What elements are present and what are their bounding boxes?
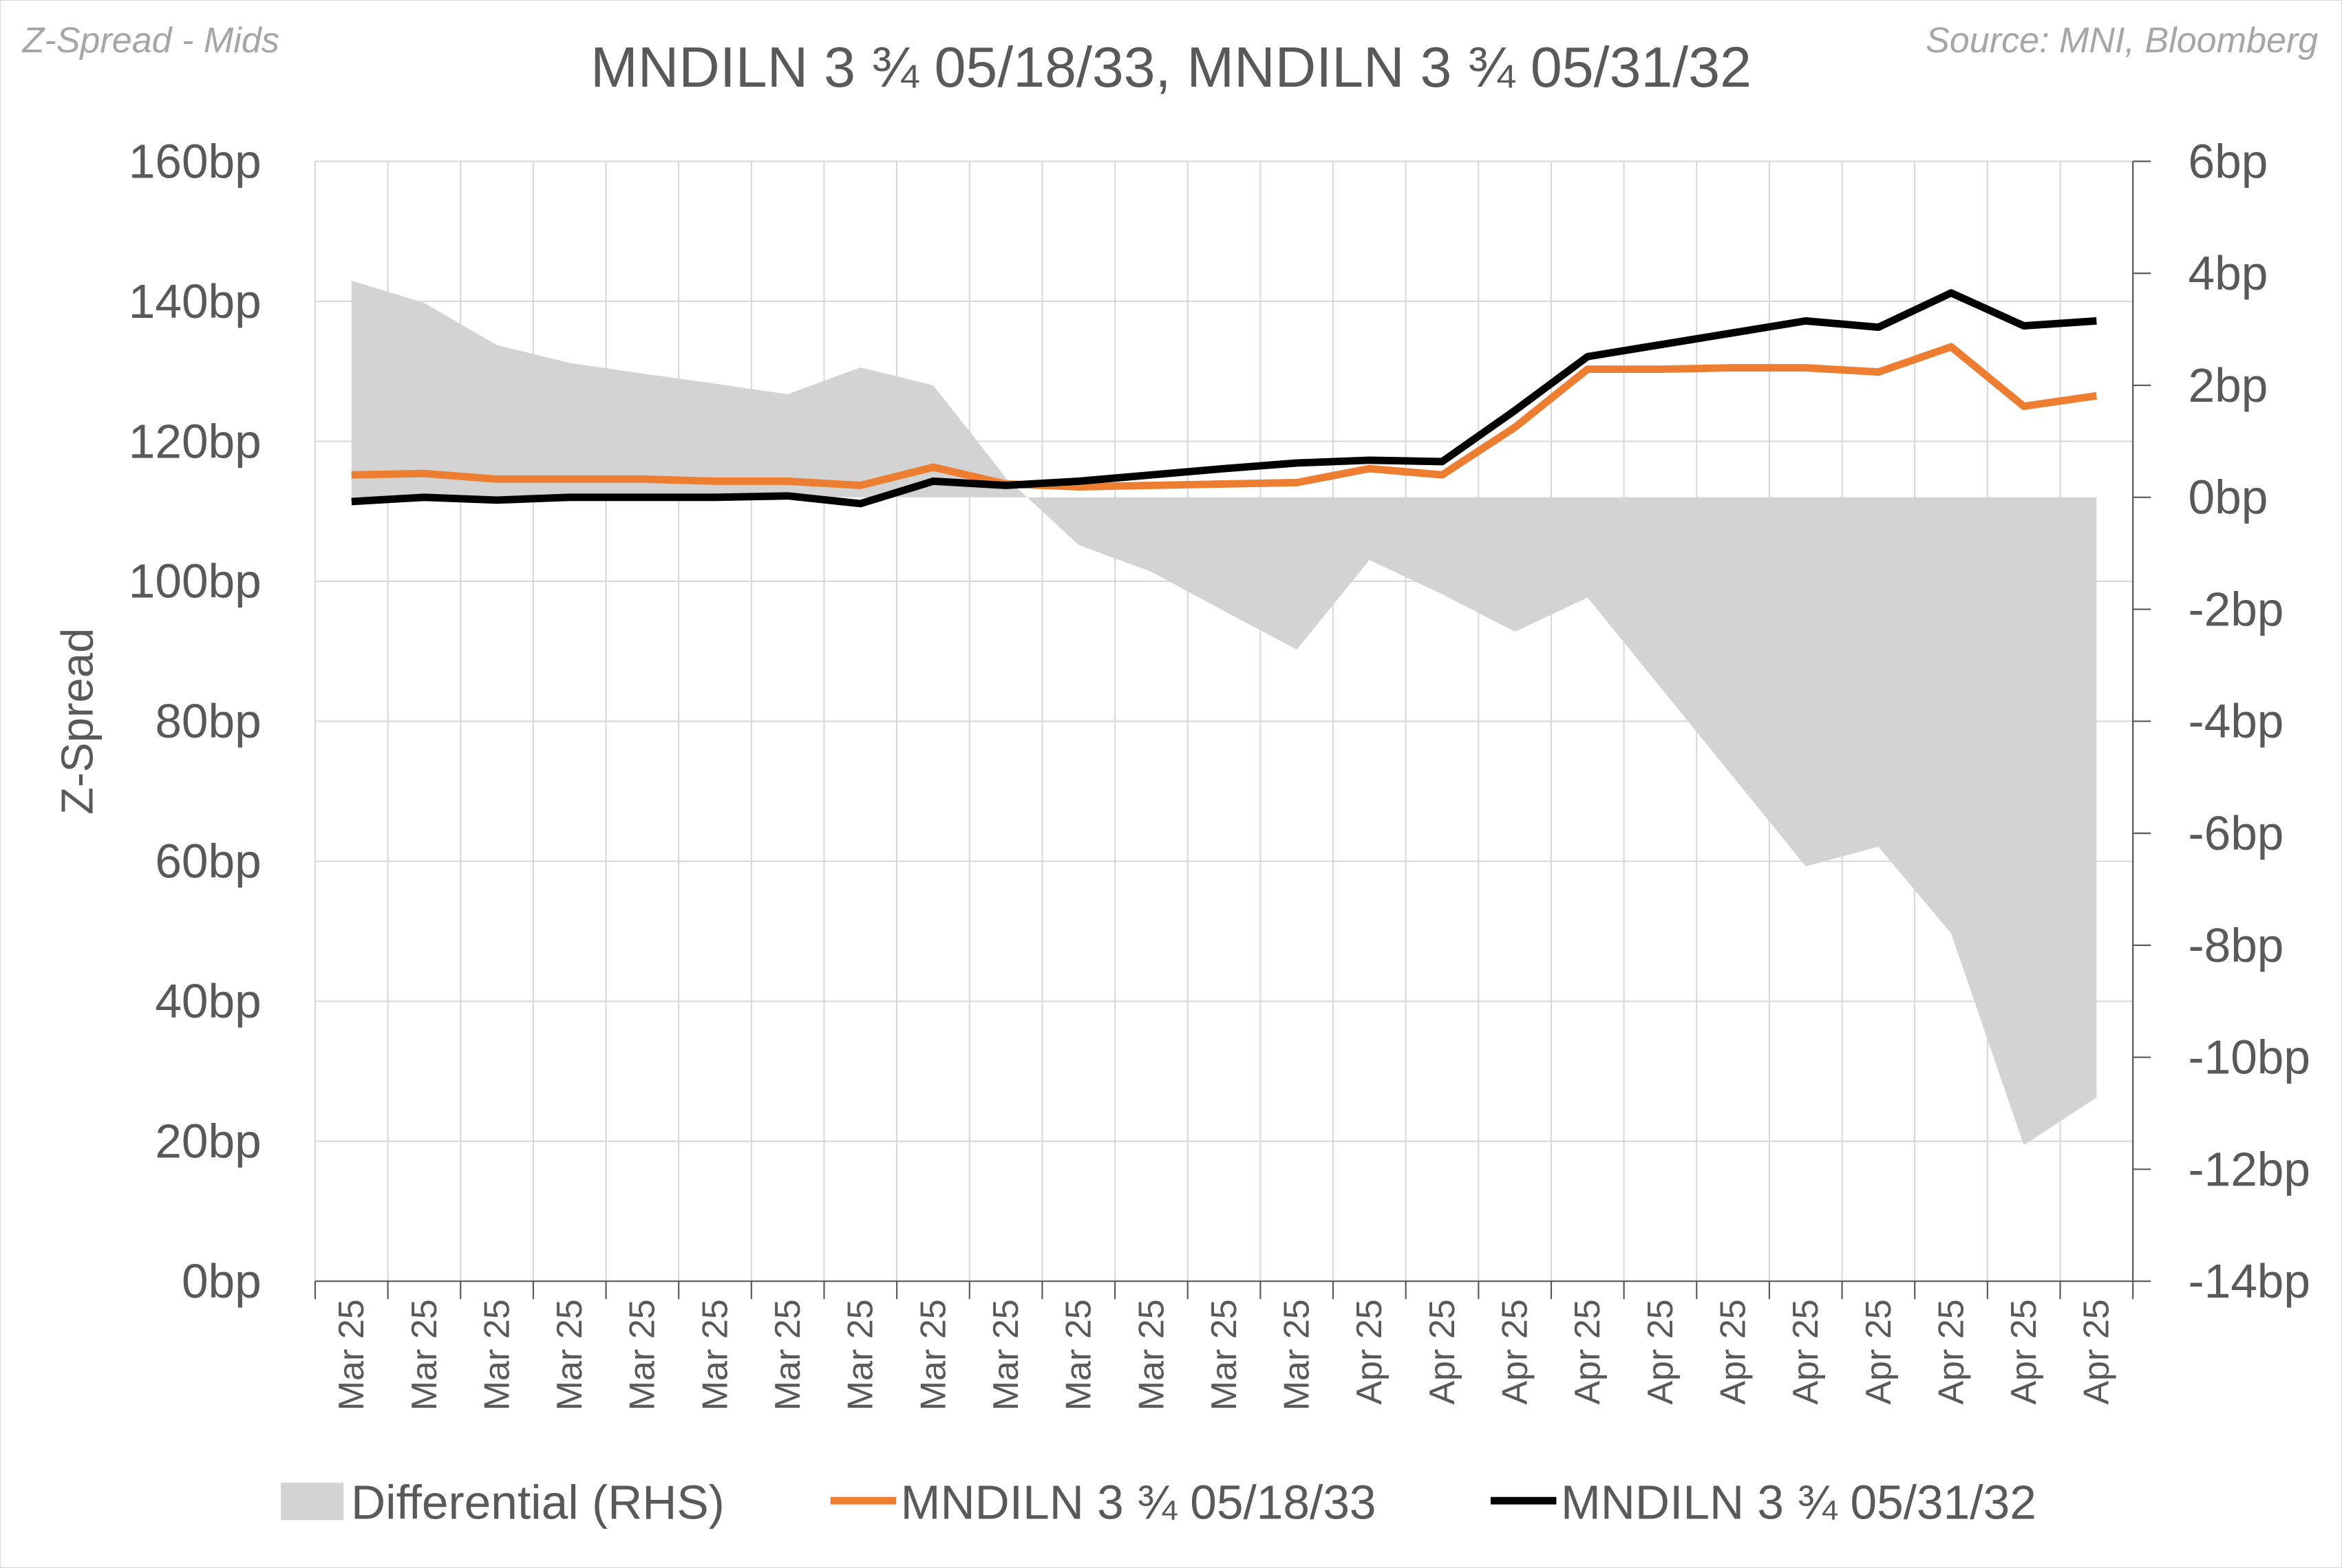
y-tick-label: 120bp (129, 414, 262, 468)
x-tick-label: Apr 25 (1495, 1299, 1535, 1404)
x-tick-label: Mar 25 (623, 1299, 663, 1410)
chart-note: Z-Spread - Mids (21, 21, 279, 61)
x-tick-label: Mar 25 (405, 1299, 445, 1410)
x-tick-label: Apr 25 (1859, 1299, 1899, 1404)
gridlines (315, 160, 2134, 1282)
y-tick-label: 0bp (182, 1254, 262, 1308)
y2-tick-label: 6bp (2188, 134, 2268, 188)
y2-tick-label: -10bp (2188, 1031, 2310, 1084)
y2-tick-label: -12bp (2188, 1142, 2310, 1196)
y-tick-label: 20bp (155, 1115, 261, 1168)
y2-tick-label: -2bp (2188, 582, 2284, 636)
y-tick-label: 140bp (129, 275, 262, 328)
y2-tick-label: 2bp (2188, 358, 2268, 412)
x-tick-label: Mar 25 (986, 1299, 1026, 1410)
x-tick-label: Mar 25 (841, 1299, 881, 1410)
legend-label: MNDILN 3 ¾ 05/31/32 (1561, 1475, 2036, 1529)
x-tick-label: Apr 25 (1786, 1299, 1826, 1404)
x-tick-label: Mar 25 (1131, 1299, 1171, 1410)
x-tick-label: Apr 25 (1641, 1299, 1681, 1404)
y-tick-label: 60bp (155, 835, 261, 888)
y-tick-label: 80bp (155, 694, 261, 748)
y2-tick-label: -4bp (2188, 694, 2284, 748)
y2-tick-label: -6bp (2188, 806, 2284, 860)
x-tick-label: Apr 25 (1423, 1299, 1462, 1404)
y-tick-label: 40bp (155, 974, 261, 1028)
x-tick-label: Apr 25 (2077, 1299, 2117, 1404)
x-tick-label: Apr 25 (1568, 1299, 1608, 1404)
x-tick-label: Mar 25 (768, 1299, 808, 1410)
y-tick-label: 160bp (129, 134, 262, 188)
x-tick-label: Mar 25 (695, 1299, 735, 1410)
series-line-2 (351, 289, 2097, 508)
y2-tick-label: -8bp (2188, 919, 2284, 972)
x-tick-label: Mar 25 (477, 1299, 517, 1410)
legend-label: MNDILN 3 ¾ 05/18/33 (901, 1475, 1376, 1529)
x-tick-label: Mar 25 (1204, 1299, 1244, 1410)
x-tick-label: Mar 25 (1059, 1299, 1099, 1410)
y2-tick-label: 4bp (2188, 246, 2268, 300)
legend-label: Differential (RHS) (351, 1475, 725, 1529)
x-tick-label: Apr 25 (1713, 1299, 1753, 1404)
x-tick-label: Mar 25 (332, 1299, 372, 1410)
x-tick-label: Apr 25 (1350, 1299, 1390, 1404)
series-line-1 (351, 343, 2098, 491)
x-tick-label: Apr 25 (1931, 1299, 1971, 1404)
x-tick-label: Mar 25 (913, 1299, 953, 1410)
x-tick-label: Mar 25 (1277, 1299, 1317, 1410)
x-tick-label: Mar 25 (550, 1299, 590, 1410)
x-tick-label: Apr 25 (2004, 1299, 2044, 1404)
axes: 0bp 20bp 40bp 60bp 80bp 100bp 120bp 140bp 160bp -… (129, 134, 2310, 1410)
legend: Differential (RHS) MNDILN 3 ¾ 05/18/33 MND… (281, 1475, 2036, 1529)
lines-layer (351, 289, 2098, 508)
chart-source: Source: MNI, Bloomberg (1926, 21, 2318, 61)
y2-tick-label: -14bp (2188, 1254, 2310, 1308)
y-axis-label: Z-Spread (52, 628, 103, 815)
legend-swatch-differential (281, 1483, 344, 1521)
y-tick-label: 100bp (129, 555, 262, 608)
y2-tick-label: 0bp (2188, 471, 2268, 524)
chart-title: MNDILN 3 ¾ 05/18/33, MNDILN 3 ¾ 05/31/32 (590, 36, 1752, 99)
